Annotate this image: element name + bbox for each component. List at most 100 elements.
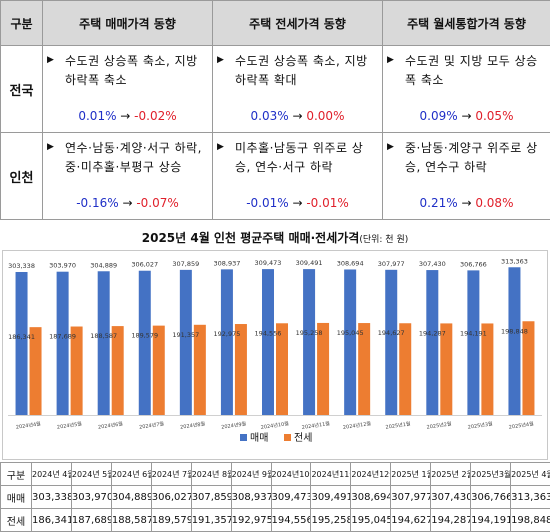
x-tick-label: 2024년7월 [139, 420, 165, 430]
bar-jeonse [234, 324, 247, 415]
legend-swatch-sale [240, 434, 247, 441]
x-tick-label: 2024년5월 [56, 420, 82, 430]
data-label-jeonse: 195,258 [296, 329, 323, 337]
national-monthly-cell: ▶ 수도권 및 지방 모두 상승폭 축소 0.09% → 0.05% [382, 45, 550, 133]
bar-jeonse [111, 326, 124, 415]
data-table-month-header: 2025년3월 [470, 462, 512, 486]
data-table-cell: 307,977 [390, 485, 432, 509]
bar-jeonse [358, 323, 371, 415]
triangle-bullet-icon: ▶ [47, 142, 54, 152]
data-table-header-label: 구분 [0, 462, 32, 486]
cell-text: 연수·남동·계양·서구 하락, 중·미추홀·부평구 상승 [65, 141, 202, 174]
data-table-month-header: 2024년 4월 [31, 462, 72, 486]
data-table-cell: 309,491 [310, 485, 352, 509]
chart-frame [2, 250, 548, 460]
bar-jeonse [399, 323, 412, 415]
rate-to: 0.05% [475, 109, 514, 123]
bar-jeonse [317, 322, 330, 415]
rate-change: 0.03% → 0.00% [250, 109, 345, 123]
rate-to: -0.07% [136, 196, 179, 210]
bar-jeonse [440, 323, 453, 415]
data-label-jeonse: 194,556 [255, 329, 282, 337]
triangle-bullet-icon: ▶ [387, 142, 394, 152]
triangle-bullet-icon: ▶ [387, 55, 394, 65]
data-table-cell: 194,191 [470, 508, 512, 532]
data-table-cell: 307,859 [190, 485, 232, 509]
x-tick-label: 2025년2월 [426, 420, 452, 430]
data-table-row-sale: 매매 303,338 303,970 304,889 306,027 307,859 30… [0, 485, 550, 509]
data-label-jeonse: 191,357 [172, 331, 199, 339]
data-table-month-header: 2024년 7월 [150, 462, 192, 486]
summary-header-gubun: 구분 [0, 0, 43, 46]
cell-text: 중·남동·계양구 위주로 상승, 연수구 하락 [405, 141, 538, 174]
data-table-cell: 306,766 [470, 485, 512, 509]
data-table: 구분 2024년 4월 2024년 5월 2024년 6월 2024년 7월 2024년… [0, 462, 550, 532]
bar-jeonse [481, 323, 494, 415]
data-label-jeonse: 198,848 [501, 327, 528, 335]
data-table-cell: 191,357 [190, 508, 232, 532]
data-label-jeonse: 189,579 [131, 332, 158, 340]
bar-sale [426, 270, 439, 415]
data-table-month-header: 2024년 8월 [190, 462, 232, 486]
x-tick-label: 2024년9월 [221, 420, 247, 430]
data-label-sale: 309,473 [255, 259, 282, 267]
x-tick-label: 2024년4월 [15, 420, 41, 430]
bar-chart: 303,338 186,341 2024년4월 303,970 187,689 2024년… [8, 257, 542, 444]
x-tick-label: 2025년4월 [508, 420, 534, 430]
data-table-month-header: 2024년 6월 [110, 462, 152, 486]
data-label-sale: 308,694 [337, 259, 364, 267]
bar-jeonse [29, 327, 42, 415]
x-tick-label: 2024년8월 [180, 420, 206, 430]
summary-table: 구분 주택 매매가격 동향 주택 전세가격 동향 주택 월세통합가격 동향 전국… [0, 0, 550, 220]
data-table-cell: 313,363 [510, 485, 550, 509]
rate-from: 0.03% [250, 109, 289, 123]
data-label-sale: 304,889 [90, 261, 117, 269]
chart-unit-note: (단위: 천 원) [359, 235, 409, 245]
data-label-sale: 313,363 [501, 257, 528, 265]
data-table-month-header: 2024년10월 [270, 462, 312, 486]
bar-sale [179, 269, 192, 415]
rate-change: -0.01% → -0.01% [246, 196, 349, 210]
bar-jeonse [70, 326, 83, 415]
triangle-bullet-icon: ▶ [47, 55, 54, 65]
data-table-row-jeonse: 전세 186,341 187,689 188,587 189,579 191,357 19… [0, 508, 550, 532]
incheon-sale-cell: ▶ 연수·남동·계양·서구 하락, 중·미추홀·부평구 상승 -0.16% → … [42, 132, 213, 220]
summary-header-row: 구분 주택 매매가격 동향 주택 전세가격 동향 주택 월세통합가격 동향 [0, 0, 550, 46]
data-table-month-header: 2025년 1월 [390, 462, 432, 486]
bar-sale [303, 269, 316, 415]
data-table-month-header: 2024년11월 [310, 462, 352, 486]
data-table-cell: 188,587 [110, 508, 152, 532]
data-label-jeonse: 187,689 [49, 333, 76, 341]
cell-text: 미추홀·남동구 위주로 상승, 연수·서구 하락 [235, 141, 364, 174]
x-tick-label: 2025년1월 [385, 420, 411, 430]
x-tick-label: 2024년6월 [98, 420, 124, 430]
rate-to: -0.02% [134, 109, 177, 123]
rate-change: -0.16% → -0.07% [76, 196, 179, 210]
data-table-row-label: 전세 [0, 508, 32, 532]
rate-from: -0.01% [246, 196, 289, 210]
bar-sale [15, 271, 28, 415]
x-tick-label: 2024년12월 [342, 420, 371, 431]
summary-header-sale: 주택 매매가격 동향 [42, 0, 213, 46]
data-table-row-label: 매매 [0, 485, 32, 509]
data-table-month-header: 2025년 4월 [510, 462, 550, 486]
cell-text: 수도권 상승폭 축소, 지방 하락폭 확대 [235, 54, 368, 87]
data-table-month-header: 2024년12월 [350, 462, 392, 486]
rate-from: 0.01% [78, 109, 117, 123]
bar-sale [262, 269, 274, 415]
cell-text: 수도권 및 지방 모두 상승폭 축소 [405, 54, 538, 87]
data-table-cell: 195,258 [310, 508, 352, 532]
x-tick-label: 2024년11월 [301, 420, 330, 431]
summary-header-jeonse: 주택 전세가격 동향 [212, 0, 383, 46]
summary-row-national: 전국 ▶ 수도권 상승폭 축소, 지방 하락폭 축소 0.01% → -0.02… [0, 45, 550, 133]
chart-title: 2025년 4월 인천 평균주택 매매·전세가격(단위: 천 원) [0, 229, 550, 246]
data-table-month-header: 2024년 9월 [230, 462, 272, 486]
data-label-jeonse: 194,287 [419, 329, 446, 337]
data-label-jeonse: 186,341 [8, 333, 35, 341]
bar-sale [385, 269, 398, 415]
rate-to: -0.01% [306, 196, 349, 210]
data-table-cell: 308,694 [350, 485, 392, 509]
bar-jeonse [193, 324, 206, 415]
data-table-cell: 198,848 [510, 508, 550, 532]
bar-jeonse [276, 323, 288, 415]
